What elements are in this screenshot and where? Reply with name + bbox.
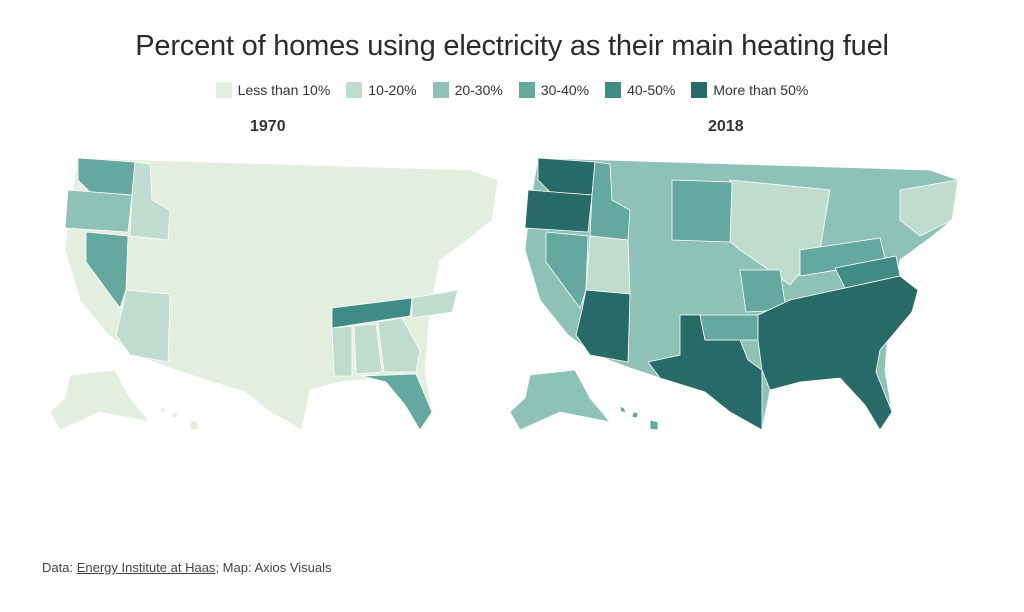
legend-swatch — [346, 82, 363, 98]
footer: Data: Energy Institute at Haas; Map: Axi… — [42, 560, 332, 575]
legend-label: 30-40% — [540, 82, 590, 98]
state-fl — [361, 373, 433, 431]
legend-label: More than 50% — [713, 82, 809, 98]
state-ok — [699, 314, 759, 341]
state-or — [524, 189, 593, 233]
footer-map-credit: ; Map: Axios Visuals — [215, 560, 332, 575]
state-az — [575, 289, 631, 363]
state-tn — [331, 297, 413, 329]
year-label-2018: 2018 — [708, 118, 744, 135]
state-ut — [585, 235, 631, 295]
year-label-1970: 1970 — [250, 118, 286, 135]
state-al — [353, 323, 383, 375]
state-nv — [545, 231, 589, 309]
state-id — [129, 161, 171, 241]
state-id — [589, 161, 631, 241]
legend-item: 20-30% — [432, 82, 503, 98]
legend-swatch — [215, 82, 232, 98]
state-new-england — [899, 179, 959, 237]
state-ak — [509, 369, 612, 431]
legend-item: 30-40% — [518, 82, 590, 98]
legend-label: Less than 10% — [237, 82, 331, 98]
legend-swatch — [691, 82, 708, 98]
state-dakotas — [671, 179, 733, 243]
page-title: Percent of homes using electricity as th… — [135, 30, 889, 62]
footer-data-prefix: Data: — [42, 560, 77, 575]
legend-item: 40-50% — [605, 82, 675, 98]
legend-item: 10-20% — [346, 82, 417, 98]
state-southeast — [757, 275, 919, 431]
us-map-1970 — [49, 157, 499, 431]
state-or — [64, 189, 133, 233]
legend-label: 20-30% — [454, 82, 503, 98]
source-link[interactable]: Energy Institute at Haas — [76, 560, 216, 575]
legend: Less than 10% 10-20% 20-30% 30-40% 40-50… — [0, 82, 1024, 98]
state-hi — [619, 405, 659, 431]
state-ga — [377, 317, 421, 373]
legend-swatch — [605, 82, 622, 98]
legend-item: Less than 10% — [215, 82, 331, 98]
legend-label: 40-50% — [627, 82, 676, 98]
state-az — [115, 289, 171, 363]
state-hi — [159, 405, 199, 431]
legend-swatch — [518, 82, 535, 98]
legend-swatch — [432, 82, 449, 98]
states-2018 — [509, 157, 959, 431]
state-ak — [49, 369, 152, 431]
us-map-2018 — [509, 157, 959, 431]
state-nc — [411, 289, 459, 319]
legend-item: More than 50% — [691, 82, 808, 98]
state-nv — [85, 231, 129, 309]
states-1970 — [49, 157, 499, 431]
state-ms — [331, 325, 353, 377]
legend-label: 10-20% — [368, 82, 417, 98]
